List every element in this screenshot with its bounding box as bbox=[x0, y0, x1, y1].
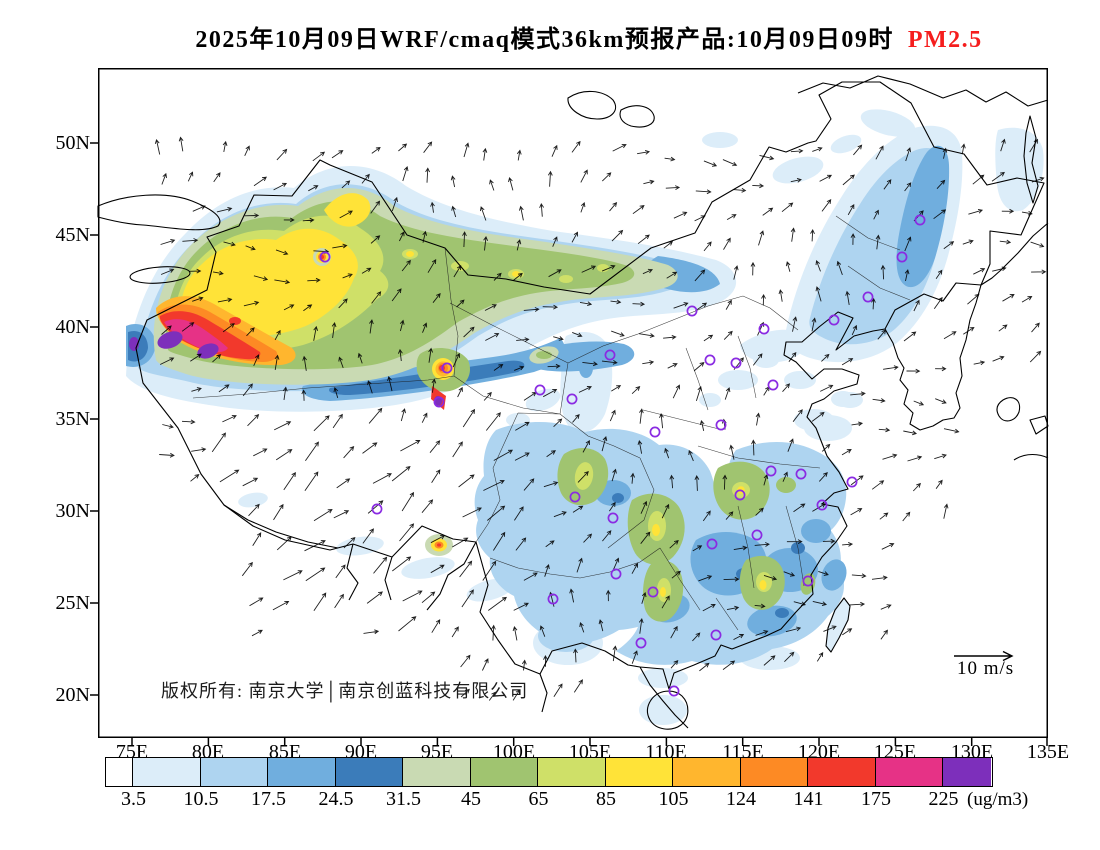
wind-legend-label: 10 m/s bbox=[957, 658, 1015, 679]
station-marker bbox=[706, 538, 718, 550]
lat-tick-label: 50N bbox=[55, 132, 90, 154]
colorbar-unit: (ug/m3) bbox=[967, 789, 1029, 810]
lat-tick-label: 30N bbox=[55, 500, 90, 522]
colorbar-segment bbox=[403, 758, 471, 786]
station-marker bbox=[816, 499, 828, 511]
station-marker bbox=[441, 362, 453, 374]
china-pm25-map bbox=[90, 68, 1049, 746]
colorbar-segment bbox=[106, 758, 133, 786]
station-marker bbox=[547, 593, 559, 605]
colorbar-segment bbox=[200, 758, 268, 786]
station-marker bbox=[569, 491, 581, 503]
axis-tick-marks bbox=[90, 142, 1048, 746]
station-marker bbox=[610, 568, 622, 580]
wind-vector-field bbox=[154, 136, 1047, 701]
station-marker bbox=[765, 465, 777, 477]
station-marker bbox=[433, 396, 445, 408]
station-marker bbox=[795, 468, 807, 480]
station-marker bbox=[371, 503, 383, 515]
station-marker bbox=[730, 357, 742, 369]
lat-tick-label: 45N bbox=[55, 224, 90, 246]
title-main: 2025年10月09日WRF/cmaq模式36km预报产品:10月09日09时 bbox=[195, 27, 894, 53]
station-marker bbox=[566, 393, 578, 405]
colorbar-tick-label: 175 bbox=[861, 788, 891, 810]
station-marker bbox=[319, 251, 331, 263]
colorbar-tick-label: 105 bbox=[658, 788, 689, 810]
wind-legend-arrow bbox=[954, 650, 1014, 662]
station-marker bbox=[802, 575, 814, 587]
station-marker bbox=[846, 476, 858, 488]
station-marker bbox=[896, 251, 908, 263]
colorbar-tick-label: 10.5 bbox=[183, 788, 219, 810]
lat-tick-label: 35N bbox=[55, 408, 90, 430]
station-markers bbox=[319, 214, 926, 697]
colorbar-segment bbox=[268, 758, 336, 786]
colorbar-segment bbox=[133, 758, 201, 786]
station-marker bbox=[635, 637, 647, 649]
colorbar-tick-label: 45 bbox=[461, 788, 481, 810]
coastline-borders bbox=[97, 75, 1049, 730]
colorbar-tick-label: 31.5 bbox=[386, 788, 421, 810]
station-marker bbox=[862, 291, 874, 303]
colorbar bbox=[105, 757, 993, 787]
station-marker bbox=[704, 354, 716, 366]
contour-shading bbox=[126, 109, 1044, 725]
province-borders bbox=[192, 215, 911, 631]
lat-tick-label: 20N bbox=[55, 684, 90, 706]
copyright-text: 版权所有: 南京大学│南京创蓝科技有限公司 bbox=[161, 681, 529, 701]
lat-tick-label: 25N bbox=[55, 592, 90, 614]
colorbar-tick-label: 85 bbox=[596, 788, 616, 810]
station-marker bbox=[649, 426, 661, 438]
station-marker bbox=[686, 305, 698, 317]
colorbar-tick-label: 141 bbox=[793, 788, 824, 810]
station-marker bbox=[828, 314, 840, 326]
colorbar-segment bbox=[673, 758, 741, 786]
station-marker bbox=[767, 379, 779, 391]
station-marker bbox=[751, 529, 763, 541]
title-pollutant: PM2.5 bbox=[907, 27, 983, 53]
station-marker bbox=[534, 384, 546, 396]
hotspot-se-tibet bbox=[425, 534, 453, 556]
colorbar-segment bbox=[470, 758, 538, 786]
station-marker bbox=[758, 323, 770, 335]
station-marker bbox=[914, 214, 926, 226]
station-marker bbox=[647, 586, 659, 598]
colorbar-tick-label: 124 bbox=[726, 788, 756, 810]
lon-tick-label: 135E bbox=[1026, 741, 1070, 763]
colorbar-segment bbox=[875, 758, 943, 786]
colorbar-segment bbox=[943, 758, 991, 786]
plot-frame bbox=[98, 68, 1048, 738]
colorbar-segment bbox=[605, 758, 673, 786]
station-marker bbox=[734, 489, 746, 501]
lat-tick-label: 40N bbox=[55, 316, 90, 338]
colorbar-tick-label: 225 bbox=[928, 788, 959, 810]
colorbar-segment bbox=[740, 758, 808, 786]
station-marker bbox=[710, 629, 722, 641]
station-marker bbox=[668, 685, 680, 697]
colorbar-tick-label: 3.5 bbox=[121, 788, 146, 810]
colorbar-tick-label: 65 bbox=[528, 788, 549, 810]
colorbar-tick-label: 24.5 bbox=[318, 788, 354, 810]
station-marker bbox=[604, 349, 616, 361]
station-marker bbox=[715, 419, 727, 431]
station-marker bbox=[607, 512, 619, 524]
page-title: 2025年10月09日WRF/cmaq模式36km预报产品:10月09日09时 P… bbox=[0, 19, 1100, 54]
colorbar-segment bbox=[808, 758, 876, 786]
colorbar-segment bbox=[538, 758, 606, 786]
colorbar-segment bbox=[335, 758, 403, 786]
colorbar-tick-label: 17.5 bbox=[251, 788, 286, 810]
